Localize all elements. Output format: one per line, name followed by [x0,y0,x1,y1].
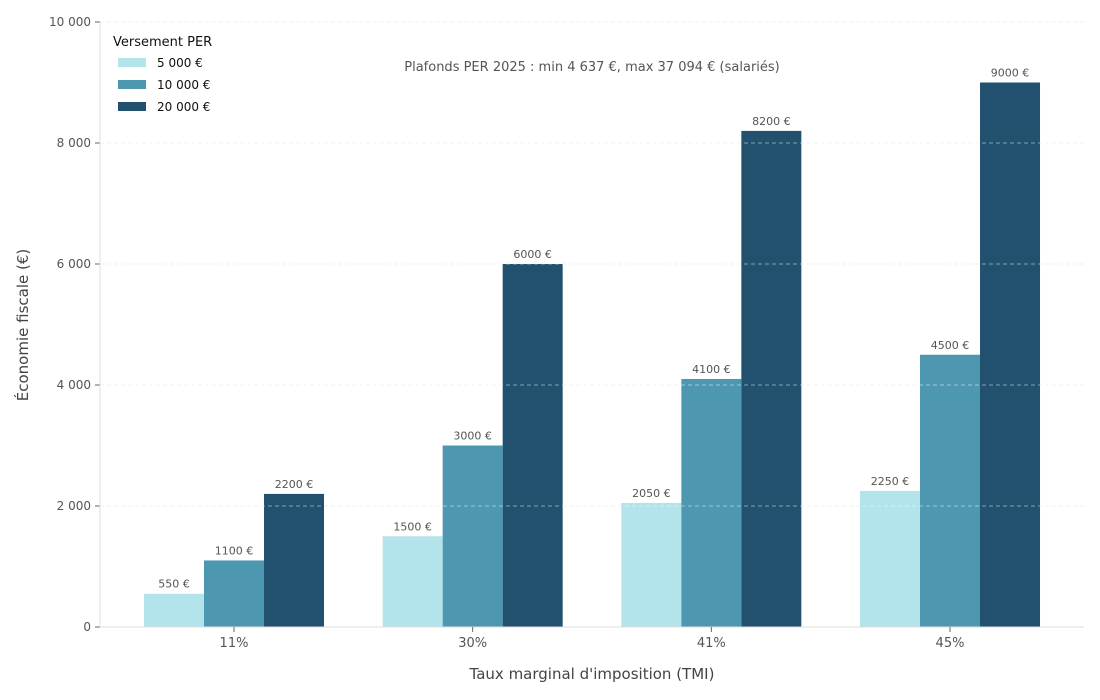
data-label: 8200 € [752,115,791,128]
legend-entry: 5 000 € [157,56,203,70]
y-tick-label: 0 [83,620,91,634]
bar [681,378,742,627]
legend-entry: 10 000 € [157,78,210,92]
legend-swatch [118,80,146,89]
bar [204,560,264,627]
bar [144,593,204,627]
legend-swatch [118,58,146,67]
data-label: 2200 € [275,478,314,491]
y-axis-label: Économie fiscale (€) [13,249,32,401]
y-tick-label: 10 000 [49,15,91,29]
x-tick-label: 30% [458,636,487,651]
data-label: 550 € [158,578,190,591]
y-tick-label: 6 000 [57,257,91,271]
y-tick-label: 2 000 [57,499,91,513]
data-label: 9000 € [991,67,1030,80]
data-label: 1100 € [215,544,254,557]
legend: Versement PER 5 000 € 10 000 € 20 000 € [113,35,212,114]
bar [980,82,1041,627]
bar [860,490,921,627]
bar [264,493,324,627]
x-axis-label: Taux marginal d'imposition (TMI) [469,665,715,683]
x-tick-label: 41% [697,636,726,651]
bar [502,264,563,627]
data-label: 2050 € [632,487,671,500]
data-label: 4500 € [931,339,970,352]
x-tick-label: 11% [220,636,249,651]
y-tick-label: 8 000 [57,136,91,150]
data-label: 3000 € [453,430,492,443]
data-label: 4100 € [692,363,731,376]
legend-entry: 20 000 € [157,100,210,114]
bar [741,130,802,627]
data-label: 2250 € [871,475,910,488]
legend-swatch [118,102,146,111]
data-label: 6000 € [513,248,552,261]
bar [920,354,981,627]
annotation: Plafonds PER 2025 : min 4 637 €, max 37 … [404,60,780,75]
bar [382,536,443,627]
x-tick-label: 45% [936,636,965,651]
bar [442,445,503,627]
data-label: 1500 € [393,520,432,533]
y-tick-label: 4 000 [57,378,91,392]
legend-title: Versement PER [113,35,212,50]
bar [621,502,682,627]
